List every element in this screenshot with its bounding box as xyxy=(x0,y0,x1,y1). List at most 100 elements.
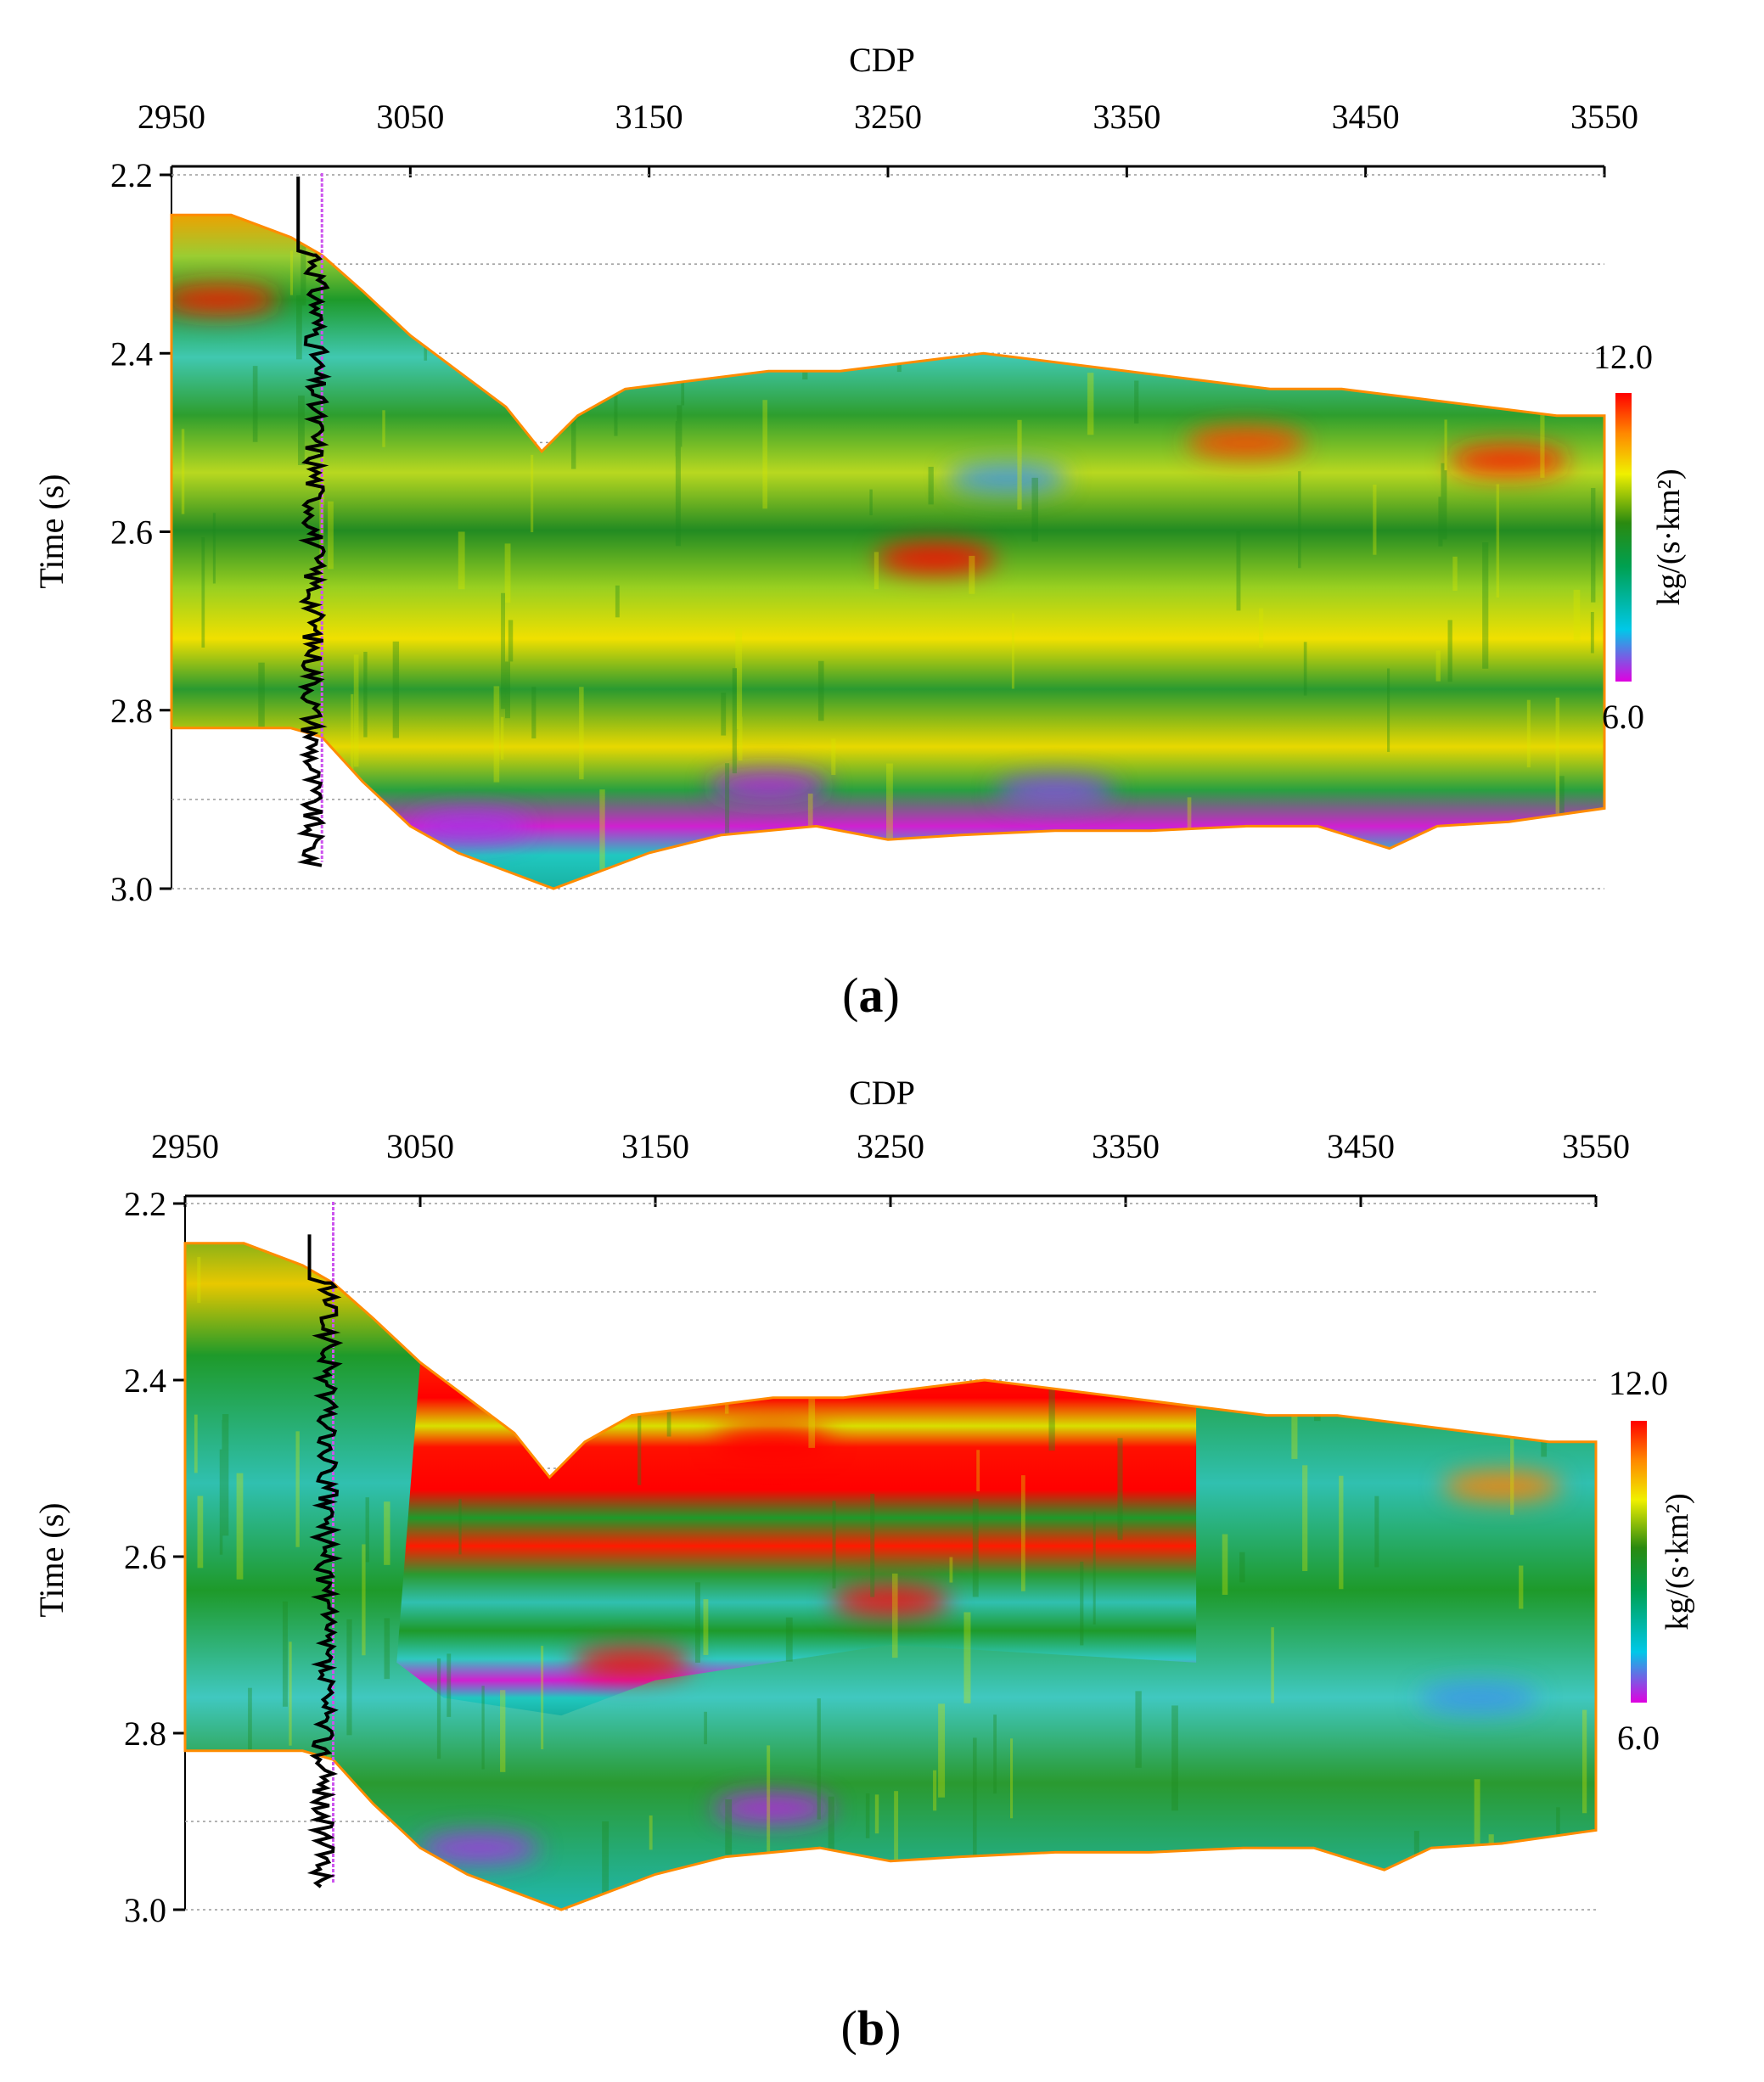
texture-streak xyxy=(1441,463,1447,540)
texture-streak xyxy=(1510,1434,1514,1515)
texture-streak xyxy=(1259,608,1264,648)
texture-streak xyxy=(949,1557,953,1583)
texture-streak xyxy=(1011,613,1014,689)
texture-streak xyxy=(570,419,576,469)
texture-streak xyxy=(541,1646,544,1749)
texture-streak xyxy=(969,555,975,594)
texture-streak xyxy=(666,1344,671,1437)
texture-streak xyxy=(675,423,679,457)
texture-streak xyxy=(1171,1705,1178,1811)
texture-streak xyxy=(735,628,743,730)
texture-streak xyxy=(458,531,465,590)
texture-streak xyxy=(681,350,685,406)
y-axis-label: Time (s) xyxy=(32,474,70,588)
y-tick-label: 2.2 xyxy=(110,156,153,194)
texture-streak xyxy=(917,1253,921,1361)
texture-streak xyxy=(1042,1329,1047,1372)
texture-streak xyxy=(1540,407,1545,478)
texture-streak xyxy=(870,1493,875,1597)
texture-streak xyxy=(1559,776,1565,889)
texture-streak xyxy=(732,668,737,774)
x-tick-label: 3450 xyxy=(1327,1127,1395,1165)
panel-caption: (b) xyxy=(841,2001,902,2056)
y-tick-label: 2.6 xyxy=(110,513,153,552)
texture-streak xyxy=(1020,1475,1025,1591)
texture-streak xyxy=(289,1641,292,1746)
texture-streak xyxy=(298,396,305,465)
colorbar-min-label: 6.0 xyxy=(1602,698,1644,736)
texture-streak xyxy=(677,405,683,447)
texture-streak xyxy=(197,1496,204,1569)
texture-streak xyxy=(531,454,534,533)
texture-streak xyxy=(1236,531,1241,611)
texture-streak xyxy=(1413,1831,1419,1869)
impedance-anomaly xyxy=(1187,427,1306,458)
texture-streak xyxy=(1302,1465,1308,1572)
texture-streak xyxy=(615,585,620,618)
impedance-anomaly xyxy=(876,543,996,575)
texture-streak xyxy=(1313,1312,1321,1422)
x-axis-label: CDP xyxy=(849,1074,915,1112)
texture-streak xyxy=(548,1315,551,1412)
texture-streak xyxy=(896,256,902,373)
impedance-section xyxy=(185,1243,1596,1910)
texture-streak xyxy=(738,716,743,761)
texture-streak xyxy=(328,501,334,570)
texture-streak xyxy=(1590,612,1594,654)
texture-streak xyxy=(973,1737,977,1862)
texture-streak xyxy=(1444,419,1447,471)
texture-streak xyxy=(993,1714,997,1794)
texture-streak xyxy=(704,1711,707,1745)
texture-streak xyxy=(928,466,934,505)
texture-streak xyxy=(972,1498,979,1597)
texture-streak xyxy=(505,661,511,719)
texture-streak xyxy=(762,400,767,509)
texture-streak xyxy=(1474,1779,1480,1877)
texture-streak xyxy=(721,693,727,736)
texture-streak xyxy=(295,1431,300,1547)
y-tick-label: 2.4 xyxy=(110,334,153,373)
texture-streak xyxy=(695,1582,700,1663)
texture-streak xyxy=(392,641,400,738)
texture-streak xyxy=(1184,216,1189,268)
colorbar-unit-label: kg/(s·km²) xyxy=(1651,469,1687,605)
high-impedance-zone xyxy=(396,1362,1197,1716)
texture-streak xyxy=(1373,484,1377,555)
texture-streak xyxy=(966,223,970,283)
impedance-anomaly xyxy=(947,463,1067,494)
texture-streak xyxy=(447,1653,452,1717)
texture-streak xyxy=(802,255,808,380)
texture-streak xyxy=(1291,1363,1298,1459)
x-tick-label: 2950 xyxy=(138,98,205,136)
texture-streak xyxy=(724,1319,729,1414)
texture-streak xyxy=(1556,1807,1560,1843)
texture-streak xyxy=(817,1698,821,1820)
texture-streak xyxy=(351,693,354,811)
texture-streak xyxy=(252,366,258,442)
texture-streak xyxy=(1555,697,1560,818)
texture-streak xyxy=(295,295,302,360)
texture-streak xyxy=(832,1501,836,1589)
texture-streak xyxy=(938,1703,946,1798)
texture-streak xyxy=(807,794,813,839)
y-tick-label: 2.8 xyxy=(110,692,153,730)
x-tick-label: 3250 xyxy=(854,98,922,136)
texture-streak xyxy=(1591,487,1596,603)
texture-streak xyxy=(407,215,412,299)
texture-streak xyxy=(1010,1738,1014,1819)
impedance-anomaly xyxy=(709,771,829,802)
texture-streak xyxy=(579,687,584,780)
x-axis-label: CDP xyxy=(849,41,915,79)
texture-streak xyxy=(258,662,265,735)
texture-streak xyxy=(248,1687,252,1782)
y-ticks: 2.2 2.4 2.6 2.8 3.0 xyxy=(124,1185,185,1929)
texture-streak xyxy=(201,537,205,648)
texture-streak xyxy=(236,1473,244,1580)
well-log-curve xyxy=(306,1234,344,1888)
texture-streak xyxy=(500,716,504,760)
x-tick-label: 3050 xyxy=(386,1127,454,1165)
texture-streak xyxy=(382,410,385,447)
texture-streak xyxy=(365,1497,369,1563)
texture-streak xyxy=(767,1745,771,1872)
texture-streak xyxy=(886,763,893,858)
